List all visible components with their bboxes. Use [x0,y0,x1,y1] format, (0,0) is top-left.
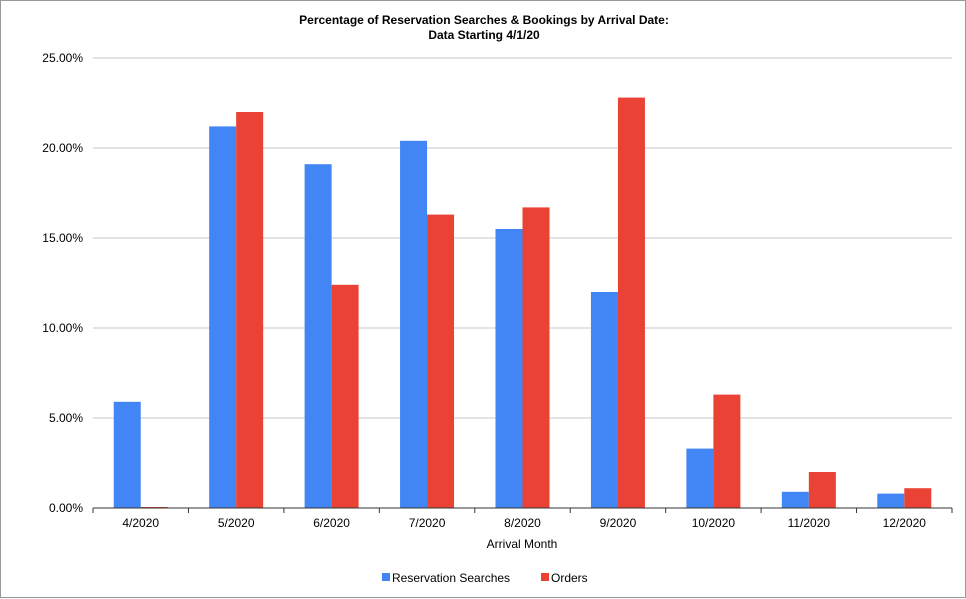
chart-title-line-2: Data Starting 4/1/20 [428,28,540,42]
y-tick-label: 5.00% [49,411,83,425]
x-tick-label: 11/2020 [788,516,831,530]
x-axis-ticks: 4/2020 5/2020 6/2020 7/2020 8/2020 9/2020 10/2… [92,508,953,530]
y-tick-label: 15.00% [42,231,83,245]
bar-orders [808,472,836,508]
bar-reservation-searches [209,126,237,509]
bar-reservation-searches [400,140,428,509]
bar-reservation-searches [781,491,809,508]
x-axis-label: Arrival Month [487,537,558,551]
x-tick-label: 12/2020 [883,516,927,530]
bar-orders [522,207,550,508]
legend-label: Orders [551,571,588,585]
x-tick-label: 6/2020 [313,516,350,530]
bar-reservation-searches [590,292,618,508]
bar-orders [713,394,741,508]
y-tick-label: 0.00% [49,501,83,515]
bar-reservation-searches [686,448,714,508]
y-tick-label: 10.00% [42,321,83,335]
x-tick-label: 8/2020 [504,516,541,530]
bar-orders [617,97,645,508]
bar-reservation-searches [113,401,141,508]
x-tick-label: 10/2020 [692,516,736,530]
bar-orders [427,214,455,508]
bar-reservation-searches [877,493,905,508]
y-tick-label: 20.00% [42,141,83,155]
y-axis-ticks: 0.00% 5.00% 10.00% 15.00% 20.00% 25.00% [42,51,83,515]
bar-orders [331,284,359,508]
bars [113,97,932,509]
legend-label: Reservation Searches [392,571,510,585]
bar-reservation-searches [495,229,523,508]
x-tick-label: 7/2020 [409,516,446,530]
legend-swatch [382,573,390,581]
legend-swatch [541,573,549,581]
y-tick-label: 25.00% [42,51,83,65]
bar-orders [236,112,264,508]
chart-title-line-1: Percentage of Reservation Searches & Boo… [299,13,669,27]
x-tick-label: 5/2020 [218,516,255,530]
x-tick-label: 4/2020 [122,516,159,530]
bar-orders [904,488,932,508]
legend: Reservation Searches Orders [382,571,588,585]
bar-reservation-searches [304,164,332,508]
x-tick-label: 9/2020 [600,516,637,530]
